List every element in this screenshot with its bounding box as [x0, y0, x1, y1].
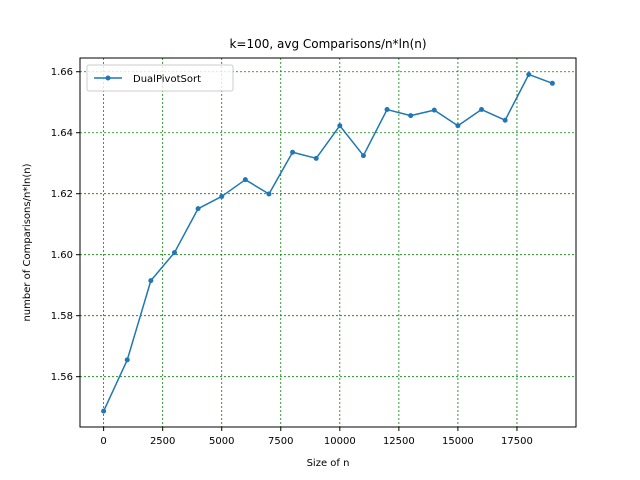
data-point [502, 117, 508, 123]
data-point [360, 153, 366, 159]
data-point [242, 177, 248, 183]
data-point [479, 107, 485, 113]
legend-box [86, 64, 234, 92]
data-point [195, 206, 201, 212]
x-tick-label: 0 [100, 436, 106, 447]
x-tick-label: 15000 [442, 436, 474, 447]
data-point [455, 123, 461, 129]
legend-label: DualPivotSort [133, 74, 201, 85]
series-line [102, 73, 553, 412]
legend: DualPivotSort [86, 64, 234, 92]
data-point [290, 149, 296, 155]
data-point [526, 71, 532, 77]
data-point [219, 193, 225, 199]
data-point [124, 357, 130, 363]
y-tick-label: 1.60 [51, 250, 73, 261]
y-tick-label: 1.56 [51, 372, 73, 383]
x-tick-label: 2500 [150, 436, 175, 447]
data-point [408, 113, 414, 119]
series-layer [101, 71, 555, 414]
y-axis-ticks: 1.56 1.58 1.60 1.62 1.64 1.66 [51, 67, 80, 383]
x-tick-label: 7500 [268, 436, 293, 447]
x-axis-ticks: 0 2500 5000 7500 10000 12500 15000 17500 [100, 427, 533, 447]
y-axis-title: number of Comparisons/n*ln(n) [22, 163, 33, 321]
y-tick-label: 1.62 [51, 189, 73, 200]
y-tick-label: 1.58 [51, 311, 73, 322]
plot-area-frame [79, 57, 577, 428]
data-point [384, 107, 390, 113]
data-point [101, 408, 107, 414]
x-tick-label: 12500 [383, 436, 415, 447]
data-point [148, 278, 154, 284]
chart-title: k=100, avg Comparisons/n*ln(n) [229, 37, 426, 51]
grid [80, 58, 576, 427]
x-tick-label: 5000 [209, 436, 234, 447]
x-tick-label: 10000 [324, 436, 356, 447]
data-point [337, 123, 343, 129]
x-tick-label: 17500 [501, 436, 533, 447]
x-axis-title: Size of n [307, 458, 350, 469]
y-tick-label: 1.66 [51, 67, 73, 78]
y-tick-label: 1.64 [51, 128, 73, 139]
legend-marker-swatch [105, 75, 111, 81]
data-point [171, 250, 177, 256]
data-point [313, 155, 319, 161]
data-point [549, 80, 555, 86]
data-point [431, 107, 437, 113]
data-point [266, 191, 272, 197]
